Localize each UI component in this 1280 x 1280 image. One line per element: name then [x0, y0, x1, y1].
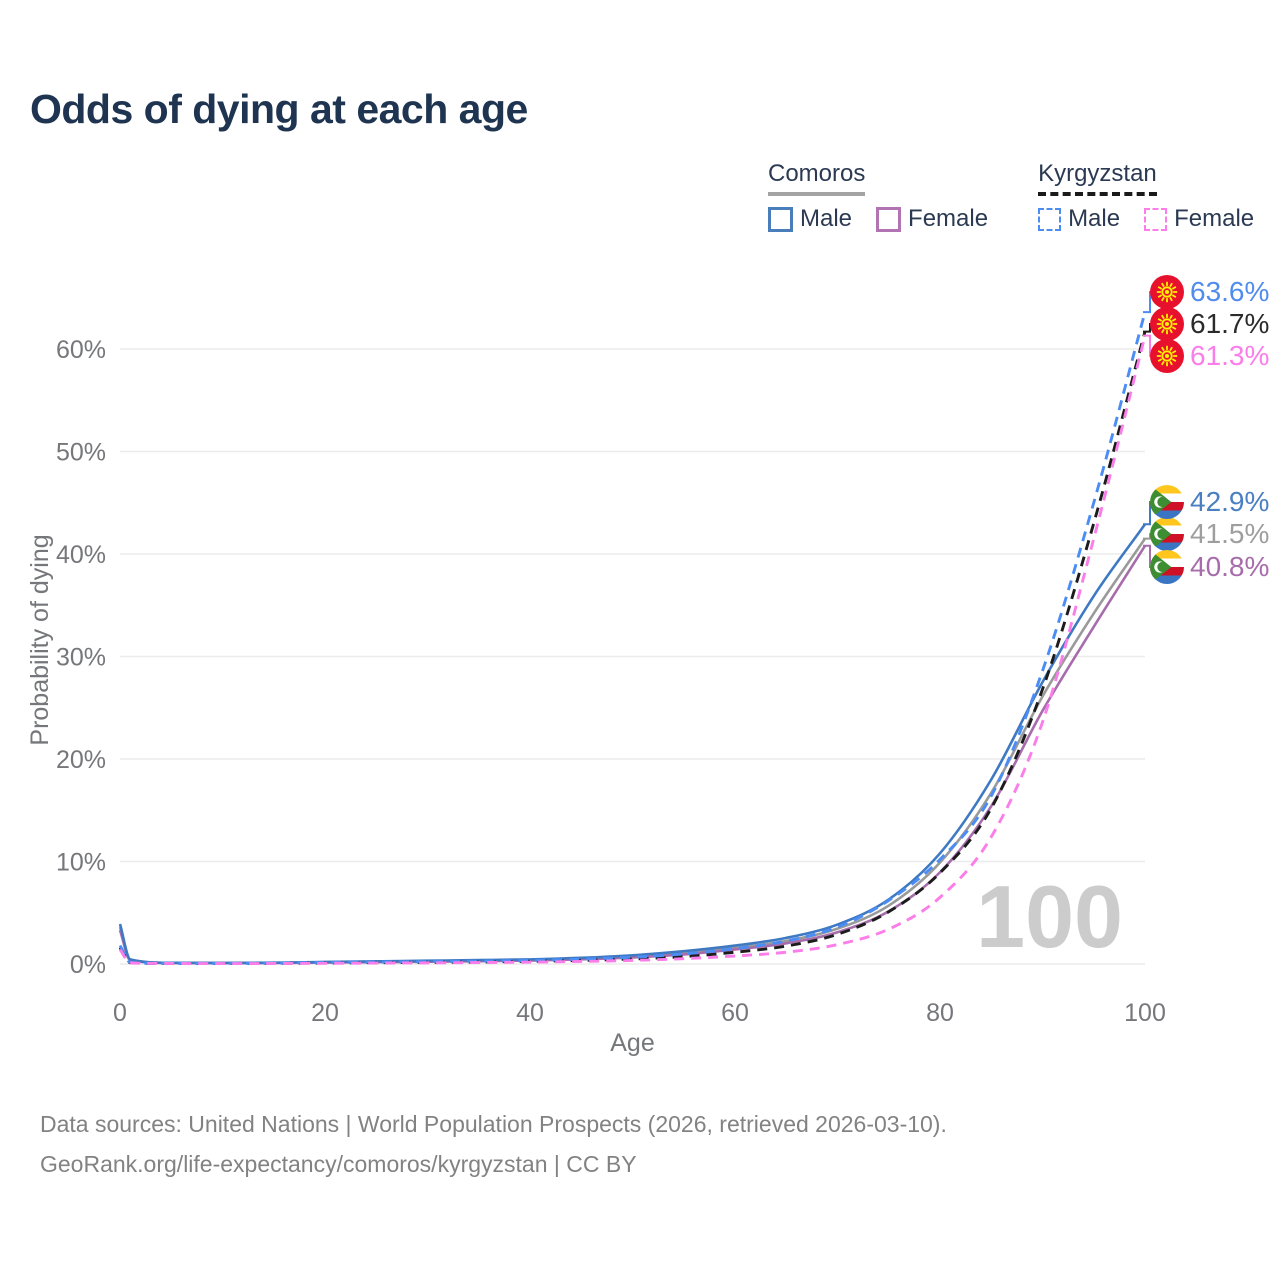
x-axis-tick-label: 100: [1124, 999, 1166, 1027]
y-axis-tick-label: 20%: [56, 746, 106, 774]
legend-country-kyrgyzstan[interactable]: Kyrgyzstan: [1038, 160, 1157, 196]
legend-group-kyrgyzstan: Kyrgyzstan Male Female: [1038, 160, 1254, 233]
legend-item-comoros-female[interactable]: Female: [876, 205, 988, 233]
end-value-label-comoros-male: 42.9%: [1190, 486, 1269, 517]
kyrgyzstan-female-swatch-icon: [1144, 207, 1168, 231]
series-line-comoros-male[interactable]: [118, 523, 1147, 965]
y-axis-tick-label: 60%: [56, 336, 106, 364]
age-watermark: 100: [976, 867, 1123, 966]
flag-kyrgyzstan-male: [1150, 275, 1184, 309]
series-line-kyrgyzstan-female[interactable]: [118, 335, 1147, 966]
y-axis-tick-label: 40%: [56, 541, 106, 569]
flag-kyrgyzstan-both: [1150, 307, 1184, 341]
data-sources-line: Data sources: United Nations | World Pop…: [40, 1111, 947, 1137]
legend-items-comoros: Male Female: [768, 205, 988, 233]
flag-comoros-male: [1150, 485, 1184, 519]
series-line-kyrgyzstan-male[interactable]: [118, 311, 1147, 965]
legend-item-kyrgyzstan-female[interactable]: Female: [1144, 205, 1254, 233]
footer: Data sources: United Nations | World Pop…: [40, 1104, 947, 1184]
legend: Comoros Male Female Kyrgyzstan Male: [768, 160, 1254, 233]
x-axis-title: Age: [610, 1029, 654, 1057]
kyrgyzstan-male-swatch-icon: [1038, 207, 1062, 231]
comoros-flag-icon: [1150, 485, 1184, 519]
kyrgyzstan-flag-icon: [1150, 307, 1184, 341]
y-axis-tick-label: 30%: [56, 644, 106, 672]
legend-item-kyrgyzstan-male[interactable]: Male: [1038, 205, 1120, 233]
flag-comoros-both: [1150, 517, 1184, 551]
comoros-flag-icon: [1150, 550, 1184, 584]
flag-kyrgyzstan-female: [1150, 339, 1184, 373]
legend-label: Male: [1068, 205, 1121, 232]
end-value-label-kyrgyzstan-female: 61.3%: [1190, 340, 1269, 371]
legend-label: Male: [800, 205, 853, 232]
x-axis-tick-label: 0: [113, 999, 127, 1027]
x-axis-tick-label: 80: [926, 999, 954, 1027]
end-value-label-kyrgyzstan-both: 61.7%: [1190, 308, 1269, 339]
y-axis-title: Probability of dying: [26, 534, 54, 745]
kyrgyzstan-flag-icon: [1150, 339, 1184, 373]
attribution-line: GeoRank.org/life-expectancy/comoros/kyrg…: [40, 1151, 637, 1177]
comoros-female-swatch-icon: [876, 206, 902, 232]
legend-country-comoros[interactable]: Comoros: [768, 160, 866, 196]
axes: 0 20 40 60 80 100 Age Probability of dying: [26, 534, 1166, 1057]
comoros-flag-icon: [1150, 517, 1184, 551]
end-value-label-comoros-both: 41.5%: [1190, 518, 1269, 549]
end-value-label-kyrgyzstan-male: 63.6%: [1190, 276, 1269, 307]
gridlines: 0% 10% 20% 30% 40% 50% 60%: [56, 336, 1145, 979]
y-axis-tick-label: 0%: [70, 951, 106, 979]
x-axis-tick-label: 40: [516, 999, 544, 1027]
comoros-male-swatch-icon: [768, 206, 793, 232]
kyrgyzstan-flag-icon: [1150, 275, 1184, 309]
legend-group-comoros: Comoros Male Female: [768, 160, 988, 233]
legend-items-kyrgyzstan: Male Female: [1038, 205, 1254, 233]
y-axis-tick-label: 10%: [56, 849, 106, 877]
legend-item-comoros-male[interactable]: Male: [768, 205, 852, 233]
end-value-label-comoros-female: 40.8%: [1190, 551, 1269, 582]
legend-label: Female: [908, 205, 989, 232]
page-title: Odds of dying at each age: [30, 86, 528, 132]
end-labels: 41.5%40.8% 42.9% 61.7%63.6% 61.3%: [1143, 275, 1269, 584]
x-axis-tick-label: 60: [721, 999, 749, 1027]
series-lines: [118, 311, 1147, 966]
x-axis-tick-label: 20: [311, 999, 339, 1027]
y-axis-tick-label: 50%: [56, 439, 106, 467]
flag-comoros-female: [1150, 550, 1184, 584]
legend-label: Female: [1174, 205, 1255, 232]
